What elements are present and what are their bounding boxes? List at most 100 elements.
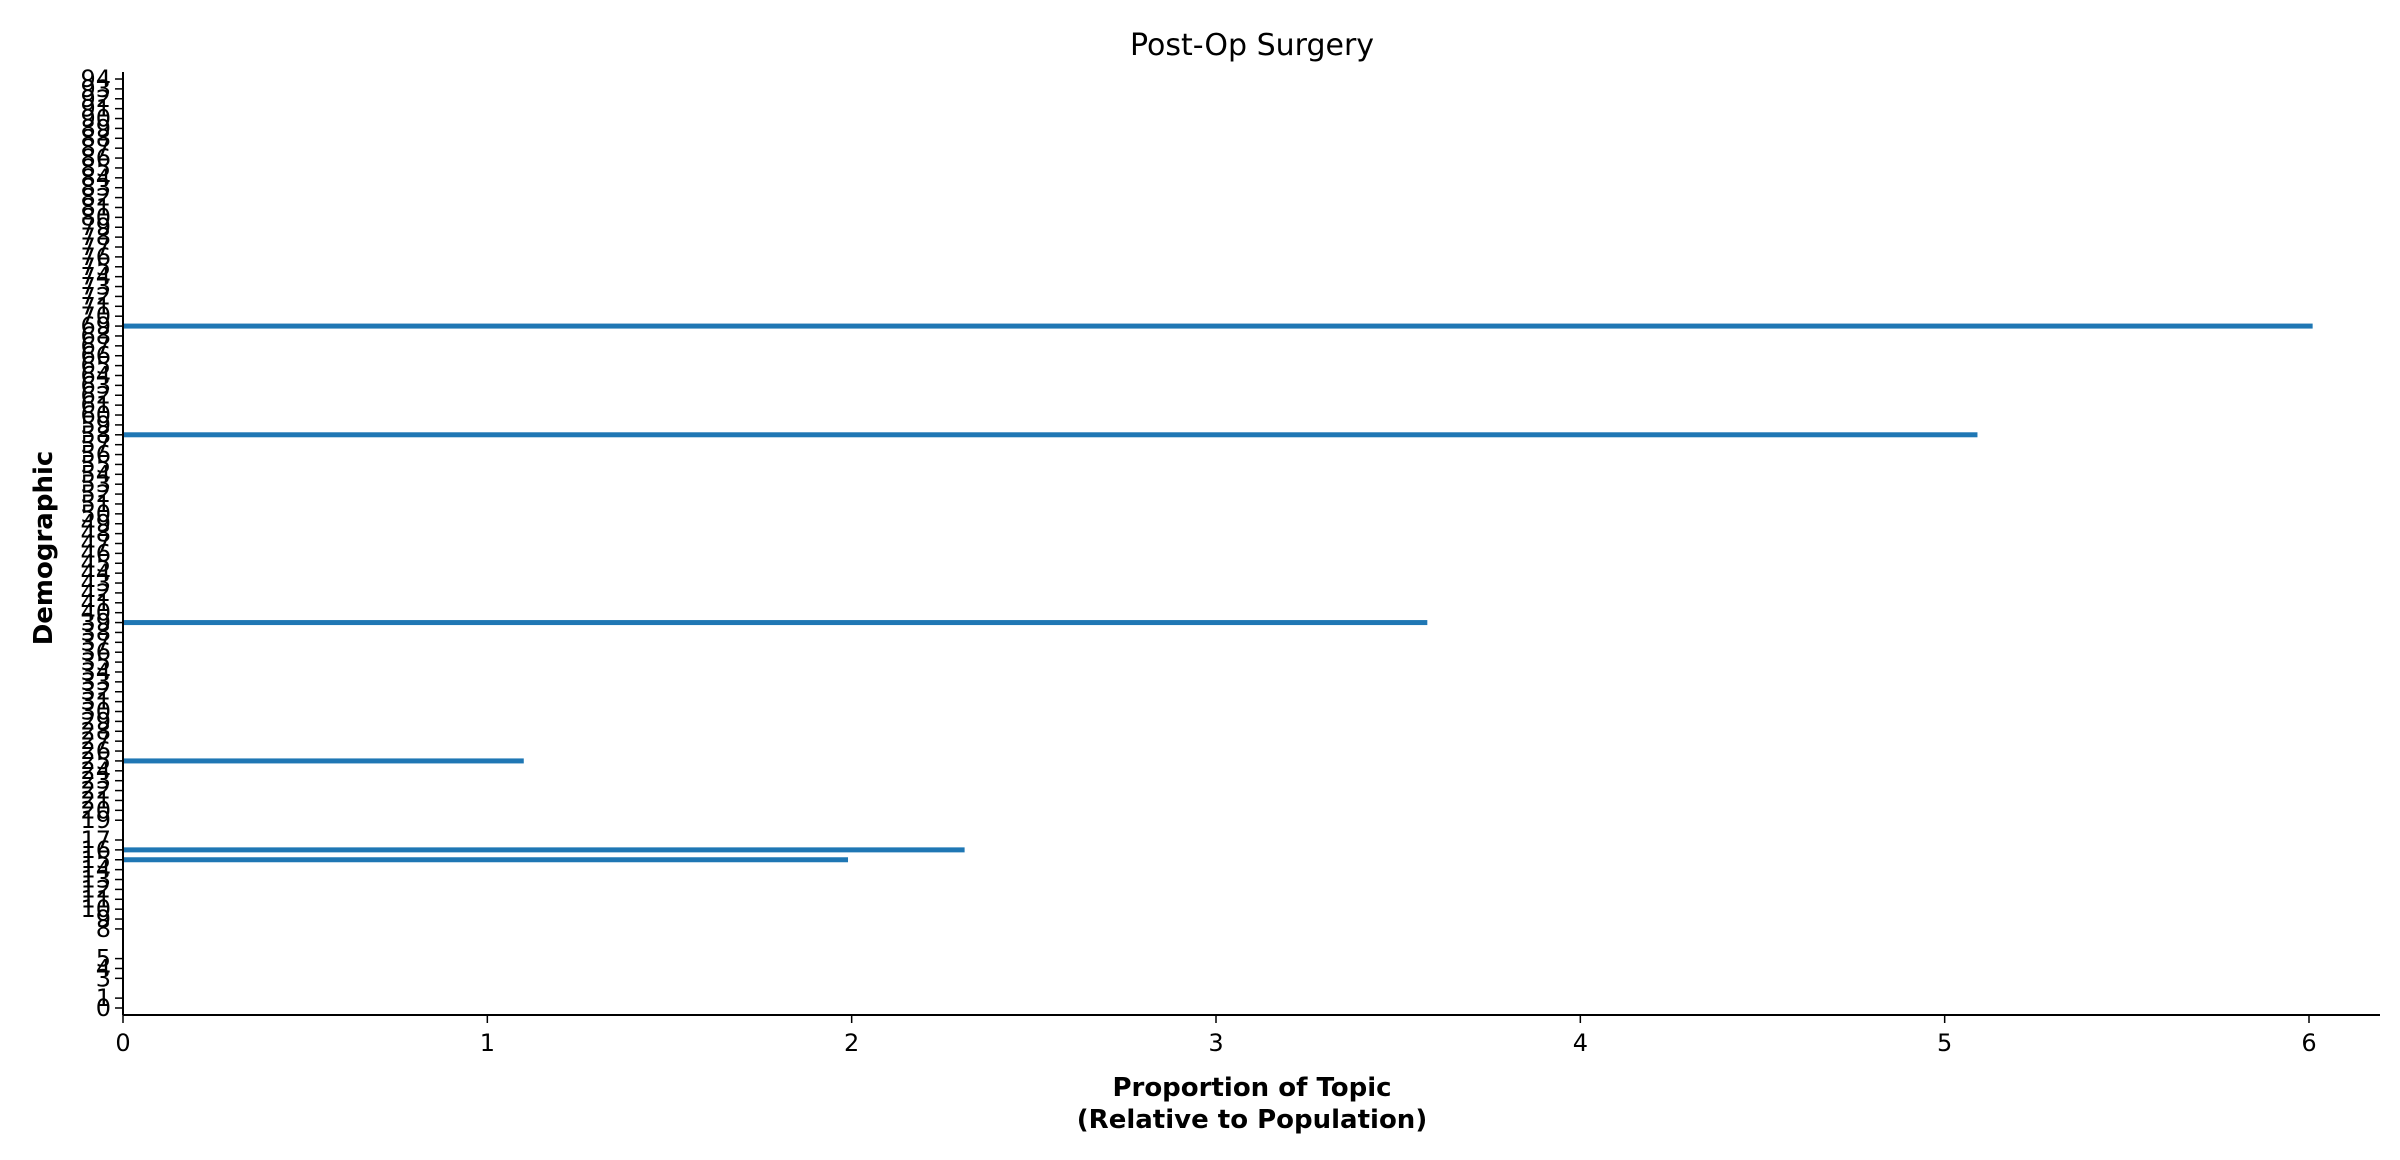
y-tick-label: 24 (80, 757, 111, 785)
x-tick-label: 6 (2301, 1029, 2316, 1057)
x-tick-label: 5 (1937, 1029, 1952, 1057)
y-tick-label: 84 (80, 164, 111, 192)
y-tick-label: 51 (80, 490, 111, 518)
y-tick-label: 82 (80, 184, 111, 212)
y-tick-label: 27 (80, 727, 111, 755)
y-tick-label: 64 (80, 361, 111, 389)
y-tick-label: 8 (96, 915, 111, 943)
x-ticks-group: 0 1 2 3 4 5 6 (115, 1015, 2317, 1057)
y-tick-label: 5 (96, 945, 111, 973)
y-tick-label: 61 (80, 391, 111, 419)
y-tick-label: 26 (80, 737, 111, 765)
y-tick-label: 53 (80, 470, 111, 498)
y-tick-label: 94 (80, 65, 111, 93)
y-tick-label: 11 (80, 885, 111, 913)
y-tick-label: 55 (80, 450, 111, 478)
y-tick-label: 16 (80, 836, 111, 864)
y-tick-label: 58 (80, 421, 111, 449)
y-tick-label: 73 (80, 273, 111, 301)
y-tick-label: 77 (80, 233, 111, 261)
y-tick-label: 89 (80, 114, 111, 142)
y-tick-label: 87 (80, 134, 111, 162)
y-tick-label: 42 (80, 579, 111, 607)
y-tick-label: 86 (80, 144, 111, 172)
y-tick-label: 81 (80, 193, 111, 221)
y-tick-label: 29 (80, 707, 111, 735)
y-tick-label: 31 (80, 688, 111, 716)
y-tick-label: 63 (80, 371, 111, 399)
y-tick-label: 39 (80, 609, 111, 637)
y-tick-label: 93 (80, 75, 111, 103)
y-tick-label: 1 (96, 984, 111, 1012)
y-tick-label: 67 (80, 332, 111, 360)
y-tick-label: 65 (80, 352, 111, 380)
y-tick-label: 32 (80, 678, 111, 706)
y-tick-label: 4 (96, 954, 111, 982)
x-tick-label: 4 (1573, 1029, 1588, 1057)
y-tick-label: 68 (80, 322, 111, 350)
y-tick-label: 66 (80, 342, 111, 370)
x-tick-label: 0 (115, 1029, 130, 1057)
y-tick-label: 23 (80, 767, 111, 795)
bar-demographic-15 (123, 857, 849, 863)
y-tick-label: 33 (80, 668, 111, 696)
y-tick-label: 80 (80, 203, 111, 231)
y-tick-label: 49 (80, 510, 111, 538)
y-tick-label: 74 (80, 263, 111, 291)
y-ticks-group: 0134589101112131415161719202122232425262… (80, 65, 123, 1022)
y-tick-label: 83 (80, 174, 111, 202)
y-tick-label: 41 (80, 589, 111, 617)
y-tick-label: 0 (96, 994, 111, 1022)
y-tick-label: 57 (80, 431, 111, 459)
y-tick-label: 25 (80, 747, 111, 775)
y-tick-label: 44 (80, 559, 111, 587)
y-tick-label: 47 (80, 530, 111, 558)
y-tick-label: 20 (80, 796, 111, 824)
bar-demographic-69 (123, 323, 2313, 329)
y-tick-label: 52 (80, 480, 111, 508)
bar-demographic-58 (123, 432, 1978, 438)
y-tick-label: 3 (96, 964, 111, 992)
y-tick-label: 38 (80, 618, 111, 646)
y-tick-label: 14 (80, 856, 111, 884)
y-tick-label: 54 (80, 460, 111, 488)
y-tick-label: 48 (80, 520, 111, 548)
bars-group (123, 323, 2313, 863)
y-tick-label: 75 (80, 253, 111, 281)
bar-demographic-25 (123, 758, 524, 764)
y-tick-label: 36 (80, 638, 111, 666)
y-tick-label: 35 (80, 648, 111, 676)
y-tick-label: 19 (80, 806, 111, 834)
y-tick-label: 37 (80, 628, 111, 656)
bar-demographic-16 (123, 847, 965, 853)
x-axis-label-line1: Proportion of Topic (1112, 1073, 1391, 1103)
y-axis-label: Demographic (29, 451, 59, 646)
x-tick-label: 2 (844, 1029, 859, 1057)
bar-demographic-39 (123, 620, 1428, 626)
y-tick-label: 21 (80, 786, 111, 814)
y-tick-label: 9 (96, 905, 111, 933)
x-axis-label-line2: (Relative to Population) (1077, 1105, 1427, 1135)
y-tick-label: 91 (80, 95, 111, 123)
y-tick-label: 12 (80, 875, 111, 903)
y-tick-label: 50 (80, 500, 111, 528)
y-tick-label: 90 (80, 105, 111, 133)
y-tick-label: 79 (80, 213, 111, 241)
y-tick-label: 69 (80, 312, 111, 340)
y-tick-label: 59 (80, 411, 111, 439)
y-tick-label: 78 (80, 223, 111, 251)
y-tick-label: 92 (80, 85, 111, 113)
y-tick-label: 70 (80, 302, 111, 330)
y-tick-label: 15 (80, 846, 111, 874)
y-tick-label: 40 (80, 599, 111, 627)
y-tick-label: 46 (80, 539, 111, 567)
y-tick-label: 60 (80, 401, 111, 429)
chart-title: Post-Op Surgery (1130, 28, 1374, 63)
y-tick-label: 28 (80, 717, 111, 745)
x-tick-label: 1 (480, 1029, 495, 1057)
y-tick-label: 30 (80, 698, 111, 726)
y-tick-label: 13 (80, 866, 111, 894)
y-tick-label: 10 (80, 895, 111, 923)
y-tick-label: 76 (80, 243, 111, 271)
